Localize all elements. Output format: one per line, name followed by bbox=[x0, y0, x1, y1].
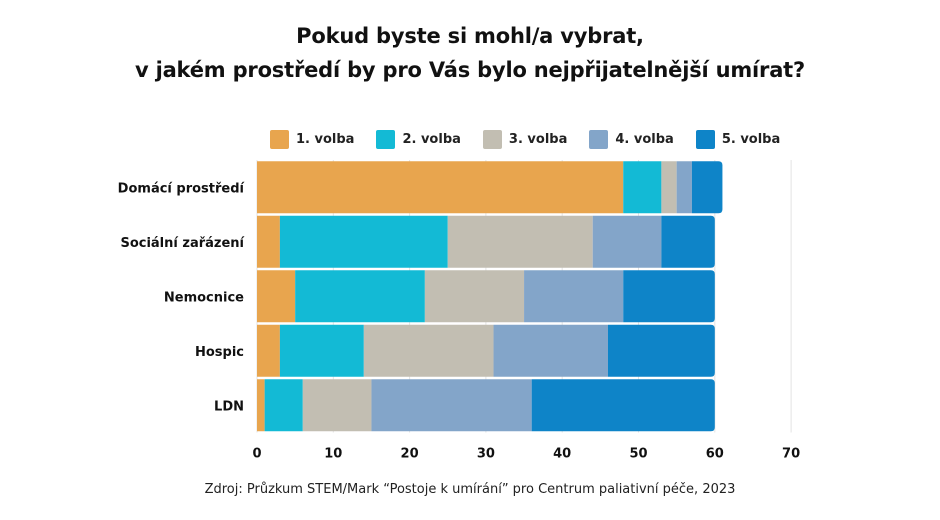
legend-item: 2. volba bbox=[376, 129, 461, 149]
legend: 1. volba 2. volba 3. volba 4. volba 5. volba bbox=[270, 129, 802, 149]
category-label: Domácí prostředí bbox=[118, 181, 246, 196]
x-tick-label: 10 bbox=[324, 447, 342, 462]
bar-segment bbox=[257, 270, 296, 323]
legend-item: 4. volba bbox=[589, 129, 674, 149]
legend-label: 2. volba bbox=[402, 131, 461, 147]
category-label: LDN bbox=[214, 399, 244, 414]
bar-segment bbox=[363, 324, 494, 377]
x-tick-label: 70 bbox=[782, 447, 800, 462]
bar-segment bbox=[257, 215, 280, 268]
legend-swatch bbox=[695, 129, 715, 149]
legend-item: 5. volba bbox=[695, 129, 781, 149]
chart-subtitle: v jakém prostředí by pro Vás bylo nejpři… bbox=[134, 58, 805, 82]
bar-segment bbox=[691, 161, 723, 214]
x-tick-label: 30 bbox=[477, 447, 495, 462]
bar-segment bbox=[607, 324, 715, 377]
x-tick-label: 60 bbox=[706, 447, 724, 462]
legend-swatch bbox=[589, 129, 609, 149]
legend-swatch bbox=[482, 129, 502, 149]
bar-segment bbox=[279, 215, 448, 268]
bar-segment bbox=[257, 324, 280, 377]
legend-label: 3. volba bbox=[508, 131, 568, 147]
legend-swatch bbox=[270, 129, 289, 149]
bar-segment bbox=[257, 379, 265, 432]
legend-item: 1. volba bbox=[270, 129, 355, 149]
category-label: Hospic bbox=[195, 345, 244, 360]
legend-item: 3. volba bbox=[482, 129, 568, 149]
category-label: Sociální zařázení bbox=[120, 236, 245, 251]
bar-segment bbox=[524, 270, 624, 323]
x-tick-label: 40 bbox=[553, 447, 571, 462]
source-note: Zdroj: Průzkum STEM/Mark “Postoje k umír… bbox=[204, 482, 736, 497]
x-tick-label: 20 bbox=[401, 447, 419, 462]
bar-segment bbox=[676, 161, 692, 214]
x-tick-label: 50 bbox=[629, 447, 647, 462]
bar-segment bbox=[424, 270, 525, 323]
bar-segment bbox=[623, 270, 715, 323]
bar-segment bbox=[623, 161, 662, 214]
bar-segment bbox=[257, 161, 624, 214]
legend-label: 1. volba bbox=[296, 131, 355, 147]
x-tick-label: 0 bbox=[252, 447, 261, 462]
bar-segment bbox=[279, 324, 364, 377]
bar-segment bbox=[661, 215, 715, 268]
bar-segment bbox=[493, 324, 608, 377]
category-label: Nemocnice bbox=[164, 290, 244, 305]
legend-swatch bbox=[376, 129, 396, 149]
bar-segment bbox=[371, 379, 532, 432]
bar-segment bbox=[592, 215, 662, 268]
legend-label: 5. volba bbox=[721, 131, 781, 147]
legend-label: 4. volba bbox=[615, 131, 674, 147]
bar-segment bbox=[302, 379, 372, 432]
bar-segment bbox=[264, 379, 303, 432]
bar-segment bbox=[447, 215, 593, 268]
bar-segment bbox=[531, 379, 715, 432]
bar-segment bbox=[661, 161, 677, 214]
chart-title: Pokud byste si mohl/a vybrat, bbox=[296, 24, 644, 48]
bar-segment bbox=[295, 270, 425, 323]
